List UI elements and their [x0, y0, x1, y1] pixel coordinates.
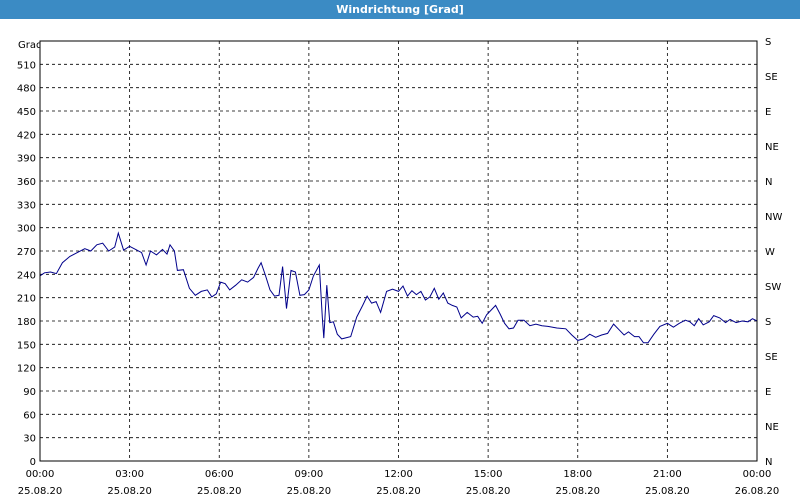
x-tick-time: 12:00 [384, 469, 413, 480]
y-tick-label: 300 [17, 224, 36, 235]
y-axis-label: Grad [18, 40, 42, 51]
x-tick-time: 00:00 [26, 469, 55, 480]
y-tick-label: 390 [17, 154, 36, 165]
x-tick-date: 26.08.20 [735, 486, 780, 497]
y-tick-label: 210 [17, 294, 36, 305]
wind-direction-chart: Grad 0 30 60 90 120 150 180 210 240 270 300 330 360 3… [17, 37, 783, 497]
y-tick-label: 30 [23, 434, 36, 445]
right-axis-label: N [765, 177, 772, 188]
x-tick-time: 06:00 [205, 469, 234, 480]
y-tick-label: 90 [23, 387, 36, 398]
plot-frame [39, 40, 758, 462]
y-tick-label: 180 [17, 317, 36, 328]
right-axis-label: NE [765, 422, 779, 433]
right-axis-label: E [765, 107, 771, 118]
x-tick-date: 25.08.20 [107, 486, 152, 497]
y-tick-label: 120 [17, 364, 36, 375]
x-tick-time: 15:00 [474, 469, 503, 480]
y-tick-label: 480 [17, 84, 36, 95]
right-axis-label: NW [765, 212, 782, 223]
y-tick-label: 150 [17, 340, 36, 351]
x-tick-date: 25.08.20 [197, 486, 242, 497]
right-axis-label: N [765, 457, 772, 468]
right-axis-label: SE [765, 72, 778, 83]
y-tick-label: 60 [23, 410, 36, 421]
y-tick-label: 240 [17, 270, 36, 281]
x-tick-time: 03:00 [115, 469, 144, 480]
y-tick-label: 420 [17, 130, 36, 141]
right-axis-label: SE [765, 352, 778, 363]
right-axis-label: NE [765, 142, 779, 153]
y-tick-labels: 0 30 60 90 120 150 180 210 240 270 300 330 360 390 420… [17, 60, 36, 468]
y-tick-label: 270 [17, 247, 36, 258]
series-group [39, 231, 758, 344]
grid [40, 40, 757, 461]
x-tick-time: 00:00 [743, 469, 772, 480]
x-tick-time: 21:00 [653, 469, 682, 480]
right-axis-labels: N NE E SE S SW W NW N NE E SE S [765, 37, 782, 468]
x-tick-date: 25.08.20 [376, 486, 421, 497]
y-tick-label: 360 [17, 177, 36, 188]
y-tick-label: 510 [17, 60, 36, 71]
series-line [39, 231, 758, 344]
window-title: Windrichtung [Grad] [0, 0, 800, 19]
x-tick-date: 25.08.20 [645, 486, 690, 497]
y-tick-label: 450 [17, 107, 36, 118]
x-tick-date: 25.08.20 [287, 486, 332, 497]
x-tick-time: 09:00 [294, 469, 323, 480]
x-tick-time: 18:00 [563, 469, 592, 480]
right-axis-label: E [765, 387, 771, 398]
right-axis-label: S [765, 317, 771, 328]
x-tick-date: 25.08.20 [18, 486, 63, 497]
right-axis-label: S [765, 37, 771, 48]
y-tick-label: 330 [17, 200, 36, 211]
x-tick-date: 25.08.20 [555, 486, 600, 497]
x-tick-date: 25.08.20 [466, 486, 511, 497]
right-axis-label: SW [765, 282, 781, 293]
x-tick-labels: 00:00 25.08.20 03:00 25.08.20 06:00 25.08.20 0… [18, 469, 780, 497]
y-tick-label: 0 [30, 457, 36, 468]
right-axis-label: W [765, 247, 775, 258]
